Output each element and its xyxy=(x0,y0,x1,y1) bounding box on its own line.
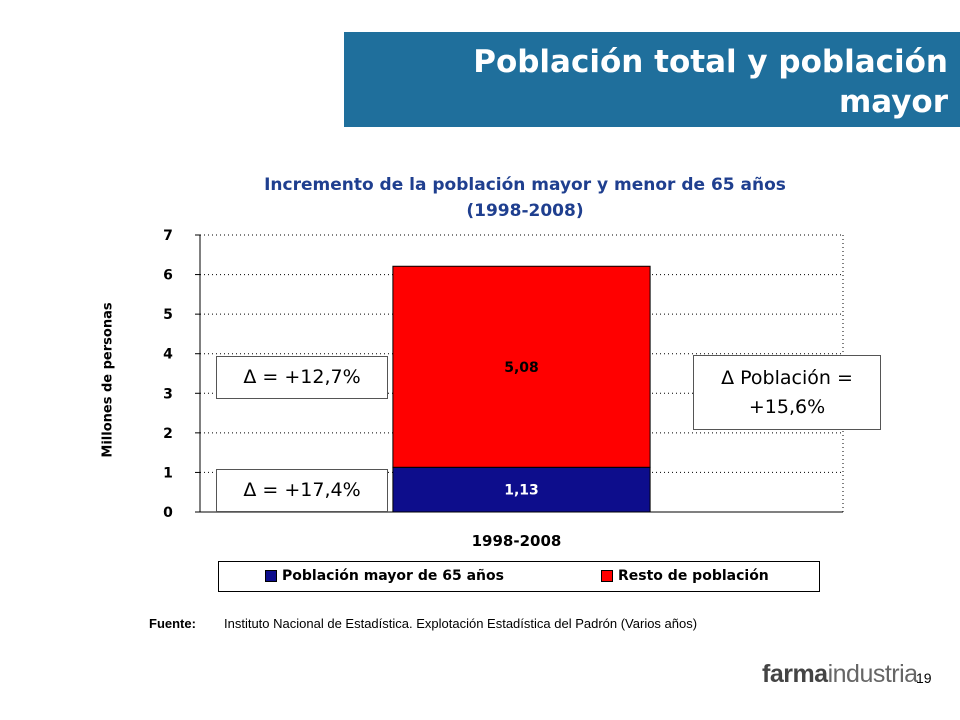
y-tick-label: 3 xyxy=(163,386,173,402)
delta-total-line1: Δ Población = xyxy=(721,367,853,389)
source-note: Fuente: Instituto Nacional de Estadística… xyxy=(149,616,697,631)
source-label: Fuente: xyxy=(149,616,196,631)
data-label-mayor: 1,13 xyxy=(504,483,539,499)
source-text: Instituto Nacional de Estadística. Explo… xyxy=(224,616,698,631)
y-tick-label: 7 xyxy=(163,228,173,244)
farmaindustria-logo: farmaindustria xyxy=(762,660,918,689)
y-tick-label: 1 xyxy=(163,465,173,481)
bar-segment-mayor xyxy=(392,466,651,513)
legend-label-mayor: Población mayor de 65 años xyxy=(282,568,504,584)
slide-title-banner: Población total y población mayor de 65 … xyxy=(344,32,960,160)
data-label-resto: 5,08 xyxy=(504,360,539,376)
chart-title-line1: Incremento de la población mayor y menor… xyxy=(264,175,786,195)
delta-mayor-text: Δ = +17,4% xyxy=(243,479,361,501)
slide-title-line1: Población total y población mayor xyxy=(473,44,948,120)
delta-resto-text: Δ = +12,7% xyxy=(243,366,361,388)
legend-item-mayor: Población mayor de 65 años xyxy=(265,568,504,584)
brand-regular-text: industria xyxy=(827,660,919,688)
brand-bold-text: farma xyxy=(762,660,828,688)
y-tick-label: 2 xyxy=(163,426,173,442)
y-tick-label: 4 xyxy=(163,347,173,363)
y-tick-label: 6 xyxy=(163,268,173,284)
chart-title-line2: (1998-2008) xyxy=(466,201,584,221)
delta-resto-box: Δ = +12,7% xyxy=(216,356,388,399)
page-number: 19 xyxy=(916,670,932,686)
delta-mayor-box: Δ = +17,4% xyxy=(216,469,388,512)
legend-label-resto: Resto de población xyxy=(618,568,769,584)
legend-swatch-resto xyxy=(601,570,613,582)
chart-title: Incremento de la población mayor y menor… xyxy=(150,172,900,224)
y-axis-label: Millones de personas xyxy=(100,302,116,458)
delta-total-box: Δ Población = +15,6% xyxy=(693,355,881,430)
x-tick-label: 1998-2008 xyxy=(472,532,562,550)
y-tick-label: 5 xyxy=(163,307,173,323)
chart-legend: Población mayor de 65 años Resto de pobl… xyxy=(218,561,820,592)
delta-total-line2: +15,6% xyxy=(748,396,826,418)
slide-title-line2: de 65 años xyxy=(757,124,948,160)
bar-segment-resto xyxy=(392,265,651,468)
legend-swatch-mayor xyxy=(265,570,277,582)
y-tick-label: 0 xyxy=(163,505,173,521)
legend-item-resto: Resto de población xyxy=(601,568,769,584)
